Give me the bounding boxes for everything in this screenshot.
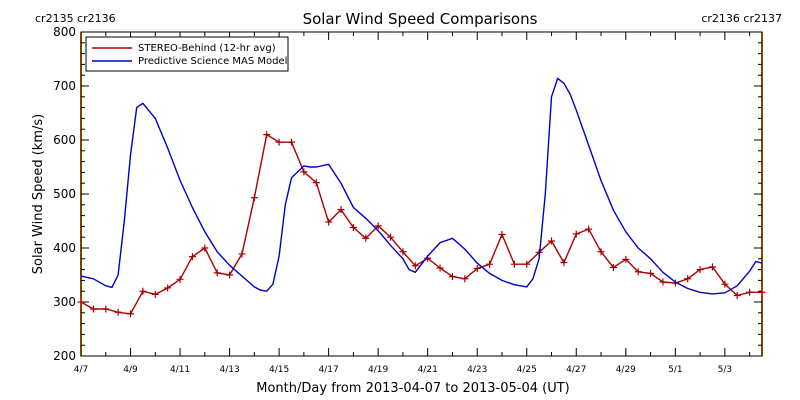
carrington-left-label: cr2135 cr2136: [35, 12, 116, 25]
data-point-marker: [325, 218, 333, 226]
data-point-marker: [399, 248, 407, 256]
x-tick-label: 4/27: [566, 365, 586, 375]
data-point-marker: [238, 250, 246, 258]
x-tick-label: 4/17: [319, 365, 339, 375]
data-point-marker: [597, 248, 605, 256]
data-point-marker: [102, 305, 110, 313]
legend-label-mas: Predictive Science MAS Model: [138, 56, 287, 67]
data-point-marker: [275, 138, 283, 146]
x-tick-label: 4/25: [517, 365, 537, 375]
data-point-marker: [634, 268, 642, 276]
x-axis-label: Month/Day from 2013-04-07 to 2013-05-04 …: [256, 381, 569, 396]
data-point-marker: [510, 260, 518, 268]
data-point-marker: [287, 138, 295, 146]
y-tick-label: 500: [53, 187, 76, 201]
data-point-marker: [151, 290, 159, 298]
x-tick-label: 4/7: [74, 365, 88, 375]
data-point-marker: [708, 263, 716, 271]
series-layer: [77, 77, 766, 318]
legend-label-stereo: STEREO-Behind (12-hr avg): [138, 43, 276, 54]
data-point-marker: [609, 263, 617, 271]
x-tick-label: 4/21: [418, 365, 438, 375]
data-point-marker: [387, 233, 395, 241]
data-point-marker: [746, 288, 754, 296]
data-point-marker: [548, 237, 556, 245]
data-point-marker: [622, 255, 630, 263]
data-point-marker: [411, 262, 419, 270]
data-point-marker: [226, 271, 234, 279]
data-point-marker: [89, 305, 97, 313]
data-point-marker: [486, 260, 494, 268]
data-point-marker: [473, 265, 481, 273]
data-point-marker: [585, 225, 593, 233]
data-point-marker: [374, 222, 382, 230]
y-axis: 200 300 400 500 600 700 800: [53, 25, 762, 363]
data-point-marker: [300, 168, 308, 176]
y-tick-label: 200: [53, 349, 76, 363]
x-tick-label: 4/15: [269, 365, 289, 375]
data-point-marker: [733, 292, 741, 300]
data-point-marker: [448, 273, 456, 281]
data-point-marker: [572, 230, 580, 238]
data-point-marker: [696, 266, 704, 274]
x-tick-label: 4/13: [219, 365, 239, 375]
y-tick-label: 700: [53, 79, 76, 93]
y-tick-label: 400: [53, 241, 76, 255]
data-point-marker: [349, 223, 357, 231]
x-tick-label: 4/29: [616, 365, 636, 375]
carrington-right-label: cr2136 cr2137: [701, 12, 782, 25]
data-point-marker: [362, 234, 370, 242]
data-point-marker: [758, 288, 766, 296]
y-tick-label: 600: [53, 133, 76, 147]
data-point-marker: [114, 308, 122, 316]
data-point-marker: [77, 298, 85, 306]
x-tick-label: 5/1: [668, 365, 682, 375]
data-point-marker: [127, 310, 135, 318]
data-point-marker: [647, 269, 655, 277]
y-tick-label: 800: [53, 25, 76, 39]
data-point-marker: [498, 231, 506, 238]
legend-box: [85, 36, 289, 72]
chart-title: Solar Wind Speed Comparisons: [303, 10, 538, 28]
data-point-marker: [201, 244, 209, 252]
x-tick-label: 5/3: [718, 365, 732, 375]
data-point-marker: [523, 260, 531, 268]
data-point-marker: [164, 284, 172, 292]
y-axis-label: Solar Wind Speed (km/s): [31, 114, 46, 274]
y-tick-label: 300: [53, 295, 76, 309]
x-tick-label: 4/23: [467, 365, 487, 375]
data-point-marker: [560, 259, 568, 267]
data-point-marker: [312, 179, 320, 187]
data-point-marker: [263, 131, 271, 139]
data-point-marker: [721, 280, 729, 288]
data-point-marker: [436, 264, 444, 272]
data-point-marker: [139, 287, 147, 295]
data-point-marker: [461, 275, 469, 283]
series-line-1: [80, 77, 763, 295]
data-point-marker: [337, 206, 345, 214]
data-point-marker: [213, 269, 221, 277]
data-point-marker: [684, 275, 692, 283]
x-tick-label: 4/19: [368, 365, 388, 375]
data-point-marker: [188, 253, 196, 261]
x-axis: 4/7 4/9 4/11 4/13 4/15 4/17 4/19 4/21 4/23 4/25 4/…: [74, 32, 751, 375]
data-point-marker: [176, 275, 184, 283]
data-point-marker: [659, 278, 667, 286]
x-tick-label: 4/11: [170, 365, 190, 375]
x-tick-label: 4/9: [123, 365, 138, 375]
data-point-marker: [250, 194, 258, 202]
legend: STEREO-Behind (12-hr avg) Predictive Sci…: [85, 36, 289, 72]
